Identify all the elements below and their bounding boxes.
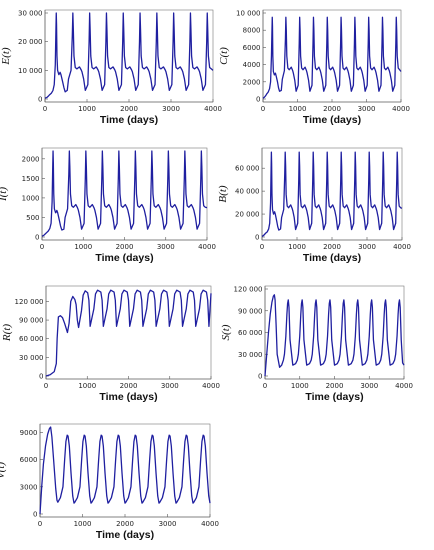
y-tick-label: 1000 <box>22 194 40 202</box>
y-tick-label: 0 <box>35 234 39 242</box>
chart-b: 0 1000 2000 3000 4000 0 20 000 40 000 60 000 Time… <box>217 147 411 264</box>
x-tick-label: 2000 <box>326 382 344 390</box>
series-line-b <box>261 151 403 237</box>
y-tick-label: 2000 <box>243 78 261 86</box>
x-axis-label: Time (days) <box>303 252 361 264</box>
y-tick-label: 10 000 <box>236 10 261 18</box>
x-axis-label: Time (days) <box>96 529 154 541</box>
x-tick-label: 4000 <box>201 520 219 528</box>
y-tick-label: 120 000 <box>15 298 44 306</box>
x-tick-label: 3000 <box>159 520 177 528</box>
x-tick-label: 2000 <box>116 243 134 251</box>
x-axis-label: Time (days) <box>305 391 363 403</box>
x-tick-label: 3000 <box>358 243 376 251</box>
y-tick-label: 120 000 <box>234 286 263 294</box>
x-tick-label: 0 <box>43 105 47 113</box>
x-tick-label: 1000 <box>74 520 92 528</box>
x-tick-label: 0 <box>263 382 267 390</box>
y-tick-label: 6000 <box>243 44 261 52</box>
chart-r: 0 1000 2000 3000 4000 0 30 000 60 000 90 000 120 … <box>1 285 220 403</box>
y-tick-label: 0 <box>33 511 37 519</box>
y-tick-label: 10 000 <box>18 67 43 75</box>
y-tick-label: 60 000 <box>19 335 44 343</box>
y-tick-label: 0 <box>38 96 42 104</box>
x-tick-label: 4000 <box>395 382 413 390</box>
x-tick-label: 1000 <box>289 105 307 113</box>
x-tick-label: 0 <box>261 105 265 113</box>
x-tick-label: 2000 <box>323 243 341 251</box>
x-tick-label: 4000 <box>392 105 410 113</box>
x-tick-label: 4000 <box>198 243 216 251</box>
x-tick-label: 2000 <box>120 382 138 390</box>
y-tick-label: 0 <box>258 373 262 381</box>
y-axis-label: V(t) <box>0 462 7 479</box>
x-tick-label: 1000 <box>288 243 306 251</box>
y-tick-label: 0 <box>255 234 259 242</box>
y-tick-label: 4000 <box>243 61 261 69</box>
series-line-r <box>45 289 212 377</box>
y-tick-label: 3000 <box>20 483 38 491</box>
y-tick-label: 30 000 <box>238 351 263 359</box>
y-tick-label: 30 000 <box>18 10 43 18</box>
y-tick-label: 40 000 <box>235 188 260 196</box>
y-tick-label: 20 000 <box>18 38 43 46</box>
x-tick-label: 1000 <box>74 243 92 251</box>
y-tick-label: 6000 <box>20 456 38 464</box>
y-tick-label: 2000 <box>22 155 40 163</box>
x-tick-label: 0 <box>260 243 264 251</box>
series-line-v <box>39 426 211 515</box>
x-axis-label: Time (days) <box>95 252 153 264</box>
chart-e: 0 1000 2000 3000 4000 0 10 000 20 000 30 000 Time… <box>0 10 222 127</box>
x-tick-label: 3000 <box>360 382 378 390</box>
x-tick-label: 3000 <box>157 243 175 251</box>
y-tick-label: 90 000 <box>238 307 263 315</box>
y-tick-label: 90 000 <box>19 317 44 325</box>
y-axis-label: S(t) <box>220 324 232 340</box>
series-line-c <box>262 16 402 99</box>
x-tick-label: 4000 <box>202 382 220 390</box>
x-tick-label: 4000 <box>393 243 411 251</box>
chart-v: 0 1000 2000 3000 4000 0 3000 6000 9000 Time (days… <box>0 423 219 541</box>
plot-frame <box>44 9 214 103</box>
x-tick-label: 1000 <box>78 105 96 113</box>
y-axis-label: C(t) <box>218 47 230 65</box>
x-tick-label: 0 <box>38 520 42 528</box>
y-tick-label: 8000 <box>243 27 261 35</box>
x-tick-label: 3000 <box>162 105 180 113</box>
y-tick-label: 60 000 <box>238 329 263 337</box>
x-tick-label: 3000 <box>358 105 376 113</box>
y-tick-label: 9000 <box>20 429 38 437</box>
series-line-s <box>264 294 405 377</box>
chart-c: 0 1000 2000 3000 4000 0 2000 4000 6000 8000 10 000… <box>218 10 410 127</box>
x-tick-label: 2000 <box>323 105 341 113</box>
y-tick-label: 1500 <box>22 175 40 183</box>
y-axis-label: B(t) <box>217 185 229 202</box>
y-tick-label: 500 <box>26 214 39 222</box>
x-axis-label: Time (days) <box>303 114 361 126</box>
y-tick-label: 0 <box>39 373 43 381</box>
y-tick-label: 60 000 <box>235 165 260 173</box>
y-tick-label: 0 <box>256 96 260 104</box>
y-tick-label: 20 000 <box>235 211 260 219</box>
y-axis-label: I(t) <box>0 187 9 202</box>
x-tick-label: 1000 <box>291 382 309 390</box>
x-tick-label: 0 <box>44 382 48 390</box>
x-tick-label: 2000 <box>116 520 134 528</box>
x-tick-label: 4000 <box>204 105 222 113</box>
y-axis-label: E(t) <box>0 47 12 65</box>
x-tick-label: 2000 <box>120 105 138 113</box>
x-tick-label: 1000 <box>78 382 96 390</box>
x-axis-label: Time (days) <box>99 391 157 403</box>
x-tick-label: 3000 <box>161 382 179 390</box>
y-tick-label: 30 000 <box>19 354 44 362</box>
chart-s: 0 1000 2000 3000 4000 0 30 000 60 000 90 000 120 … <box>220 286 413 404</box>
x-axis-label: Time (days) <box>100 114 158 126</box>
series-line-e <box>44 12 214 99</box>
y-axis-label: R(t) <box>1 324 13 342</box>
series-line-i <box>41 150 208 237</box>
x-tick-label: 0 <box>40 243 44 251</box>
